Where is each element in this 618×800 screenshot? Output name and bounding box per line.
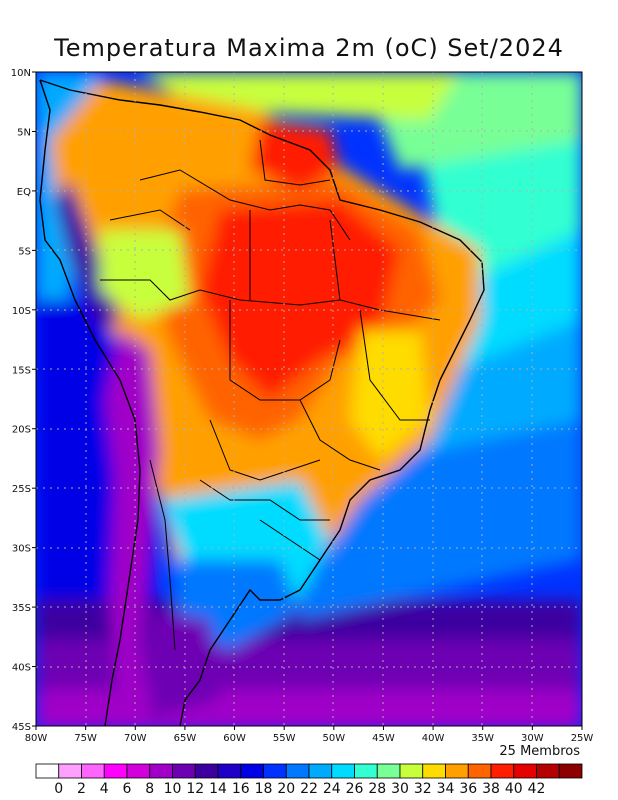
colorbar-label: 14 <box>209 781 227 797</box>
colorbar-label: 10 <box>164 781 182 797</box>
lat-tick-label: 10N <box>11 68 31 79</box>
colorbar-label: 42 <box>528 781 546 797</box>
colorbar-swatch <box>331 763 355 779</box>
colorbar-swatch <box>194 763 219 779</box>
lon-tick-label: 50W <box>323 733 346 744</box>
lon-tick-label: 35W <box>471 733 494 744</box>
colorbar-label: 32 <box>414 781 432 797</box>
lat-tick-label: 40S <box>12 663 31 674</box>
colorbar-swatch <box>422 763 446 779</box>
colorbar-swatch <box>58 763 82 779</box>
colorbar-label: 0 <box>54 781 63 797</box>
lon-tick-label: 30W <box>521 733 544 744</box>
lat-tick-label: 45S <box>12 722 31 733</box>
colorbar-swatch <box>35 763 60 779</box>
colorbar-label: 8 <box>145 781 154 797</box>
longitude-ticks: 80W 75W 70W 65W 60W 55W 50W 45W 40W 35W 30W 25W <box>25 726 594 744</box>
lon-tick-label: 80W <box>25 733 48 744</box>
colorbar: 0 2 4 6 8 10 12 14 16 18 20 22 24 26 28 30 32 34 36 38 40 42 <box>35 763 583 797</box>
members-label: 25 Membros <box>499 744 580 759</box>
lat-tick-label: 20S <box>12 425 31 436</box>
colorbar-label: 2 <box>77 781 86 797</box>
lat-tick-label: 25S <box>12 484 31 495</box>
lat-tick-label: 10S <box>12 306 31 317</box>
colorbar-swatch <box>217 763 242 779</box>
lon-tick-label: 25W <box>571 733 594 744</box>
lon-tick-label: 55W <box>273 733 296 744</box>
colorbar-label: 12 <box>186 781 204 797</box>
colorbar-swatch <box>126 763 151 779</box>
colorbar-label: 38 <box>482 781 500 797</box>
colorbar-swatch <box>285 763 310 779</box>
colorbar-swatch <box>263 763 287 779</box>
colorbar-swatch <box>513 763 537 779</box>
lon-tick-label: 65W <box>174 733 197 744</box>
colorbar-label: 16 <box>232 781 250 797</box>
colorbar-swatch <box>558 763 583 779</box>
colorbar-swatch <box>490 763 515 779</box>
temperature-field <box>36 72 582 726</box>
colorbar-swatch <box>240 763 264 779</box>
plot-frame <box>35 71 583 727</box>
lat-tick-label: 5N <box>17 127 31 138</box>
colorbar-label: 36 <box>459 781 477 797</box>
colorbar-label: 28 <box>368 781 386 797</box>
colorbar-label: 4 <box>100 781 109 797</box>
colorbar-swatch <box>376 763 401 779</box>
lat-tick-label: 5S <box>18 246 31 257</box>
colorbar-label: 6 <box>123 781 132 797</box>
colorbar-swatch <box>103 763 128 779</box>
map-title: Temperatura Maxima 2m (oC) Set/2024 <box>54 34 564 62</box>
colorbar-swatch <box>467 763 492 779</box>
colorbar-swatch <box>149 763 173 779</box>
lon-tick-label: 45W <box>372 733 395 744</box>
lon-tick-label: 70W <box>124 733 147 744</box>
colorbar-swatch <box>81 763 105 779</box>
colorbar-swatch <box>172 763 196 779</box>
colorbar-label: 30 <box>391 781 409 797</box>
colorbar-label: 34 <box>437 781 455 797</box>
lat-tick-label: 30S <box>12 544 31 555</box>
lon-tick-label: 60W <box>223 733 246 744</box>
colorbar-swatch <box>445 763 469 779</box>
colorbar-label: 24 <box>323 781 341 797</box>
lat-tick-label: 35S <box>12 603 31 614</box>
lat-tick-label: 15S <box>12 365 31 376</box>
colorbar-swatch <box>308 763 333 779</box>
colorbar-label: 22 <box>300 781 318 797</box>
colorbar-label: 18 <box>255 781 273 797</box>
latitude-ticks: 10N 5N EQ 5S 10S 15S 20S 25S 30S 35S 40S 45S <box>11 68 36 733</box>
lon-tick-label: 40W <box>422 733 445 744</box>
colorbar-swatch <box>536 763 560 779</box>
colorbar-label: 20 <box>277 781 295 797</box>
lon-tick-label: 75W <box>74 733 97 744</box>
colorbar-label: 40 <box>505 781 523 797</box>
colorbar-swatch <box>399 763 424 779</box>
lat-tick-label: EQ <box>17 187 31 198</box>
colorbar-swatch <box>354 763 378 779</box>
colorbar-label: 26 <box>346 781 364 797</box>
